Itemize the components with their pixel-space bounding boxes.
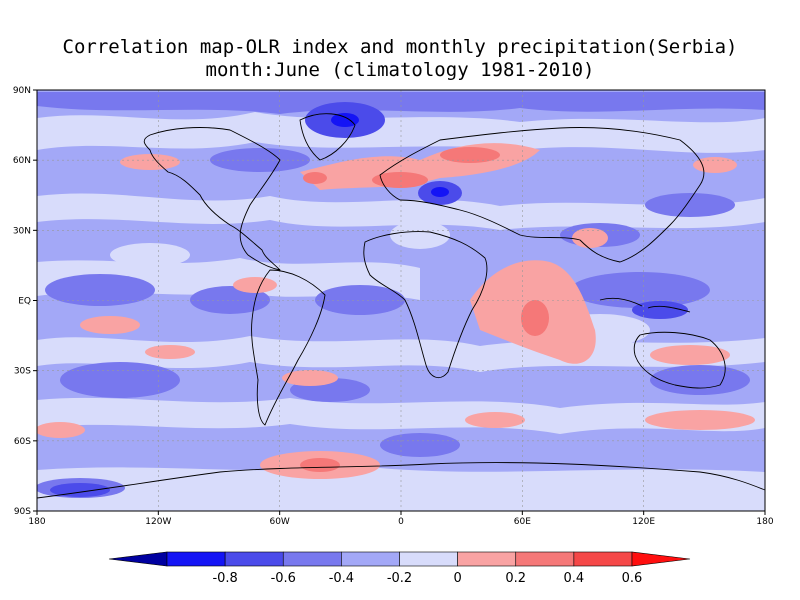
lat-tick-label: 30S <box>14 367 31 377</box>
map-title: Correlation map-OLR index and monthly pr… <box>62 36 738 58</box>
map-subtitle: month:June (climatology 1981-2010) <box>205 59 595 81</box>
colorbar: -0.8 -0.6 -0.4 -0.2 0 0.2 0.4 0.6 <box>108 551 691 586</box>
colorbar-box <box>282 551 342 567</box>
colorbar-label: -0.4 <box>329 571 354 586</box>
colorbar-max-arrow <box>631 551 691 567</box>
colorbar-min-arrow <box>108 551 168 567</box>
field-mod-pos-namerica <box>303 172 327 184</box>
grid-lines <box>37 90 765 511</box>
coast-south-america <box>251 269 326 426</box>
field-neg-patch-10 <box>210 148 310 172</box>
field-neg-patch-8 <box>380 433 460 457</box>
colorbar-label: -0.6 <box>271 571 296 586</box>
latitude-axis: 90N 60N 30N EQ 30S 60S 90S <box>13 86 37 517</box>
coast-indonesia <box>599 297 691 313</box>
lon-tick-label: 60E <box>514 517 531 527</box>
field-pos-patch-11 <box>233 277 277 293</box>
colorbar-box <box>457 551 517 567</box>
field-pos-patch-1 <box>120 154 180 170</box>
field-pos-patch-4 <box>80 316 140 334</box>
coast-africa <box>363 231 488 379</box>
field-neg-patch-1 <box>45 274 155 306</box>
field-mod-pos-indian-ocean <box>521 300 549 336</box>
lon-tick-label: 120W <box>145 517 171 527</box>
field-patch-light-3 <box>390 221 450 249</box>
coast-australia <box>633 331 726 389</box>
colorbar-box <box>515 551 575 567</box>
field-strong-neg-maritime <box>632 301 688 319</box>
lat-tick-label: 90N <box>13 86 31 96</box>
field-pos-patch-12 <box>465 412 525 428</box>
field-neg-patch-3 <box>190 286 270 314</box>
field-mod-pos-eurasia <box>372 172 428 188</box>
colorbar-box <box>166 551 226 567</box>
field-neg-arctic <box>37 92 765 114</box>
field-pos-patch-5 <box>145 345 195 359</box>
field-neg-patch-4 <box>315 285 405 315</box>
field-patch-light-2 <box>110 243 190 267</box>
lat-tick-label: 60N <box>13 156 31 166</box>
field-pos-patch-2 <box>693 157 737 173</box>
lat-tick-label: 90S <box>14 507 31 517</box>
field-neg-patch-5 <box>570 272 710 308</box>
coastlines <box>36 113 766 499</box>
coast-eurasia <box>379 127 705 263</box>
field-pos-patch-3 <box>572 228 608 248</box>
colorbar-label: 0 <box>453 571 461 586</box>
field-core-arctic <box>331 113 359 127</box>
lon-tick-label: 180 <box>756 517 773 527</box>
field-neg-patch-7 <box>650 365 750 395</box>
colorbar-label: 0.6 <box>622 571 643 586</box>
coast-greenland <box>299 113 356 161</box>
colorbar-label: -0.2 <box>387 571 412 586</box>
colorbar-box <box>341 551 400 567</box>
field-neg-patch-11 <box>645 193 735 217</box>
field-core-europe <box>431 187 449 197</box>
lat-tick-label: EQ <box>18 297 31 307</box>
field-pos-patch-10 <box>650 345 730 365</box>
colorbar-box <box>224 551 284 567</box>
lon-tick-label: 120E <box>632 517 655 527</box>
field-band-arctic-light <box>37 112 765 153</box>
correlation-field <box>37 90 765 511</box>
lon-tick-label: 180 <box>28 517 45 527</box>
field-pos-patch-9 <box>37 422 85 438</box>
field-pos-patch-6 <box>282 370 338 386</box>
field-mod-pos-siberia <box>440 147 500 163</box>
lat-tick-label: 60S <box>14 437 31 447</box>
field-antarctic-light <box>37 467 765 511</box>
field-pos-patch-8 <box>645 410 755 430</box>
coast-antarctica <box>36 462 766 499</box>
longitude-axis: 180 120W 60W 0 60E 120E 180 <box>28 511 774 527</box>
field-strong-neg-south-pacific <box>50 483 110 497</box>
colorbar-label: 0.2 <box>505 571 526 586</box>
colorbar-label: -0.8 <box>212 571 237 586</box>
colorbar-box <box>399 551 458 567</box>
coast-north-america <box>143 127 281 271</box>
field-neg-patch-2 <box>60 362 180 398</box>
lon-tick-label: 0 <box>398 517 404 527</box>
lat-tick-label: 30N <box>13 226 31 236</box>
colorbar-box <box>573 551 633 567</box>
colorbar-label: 0.4 <box>564 571 585 586</box>
field-mod-pos-antarctic <box>300 458 340 472</box>
lon-tick-label: 60W <box>269 517 289 527</box>
